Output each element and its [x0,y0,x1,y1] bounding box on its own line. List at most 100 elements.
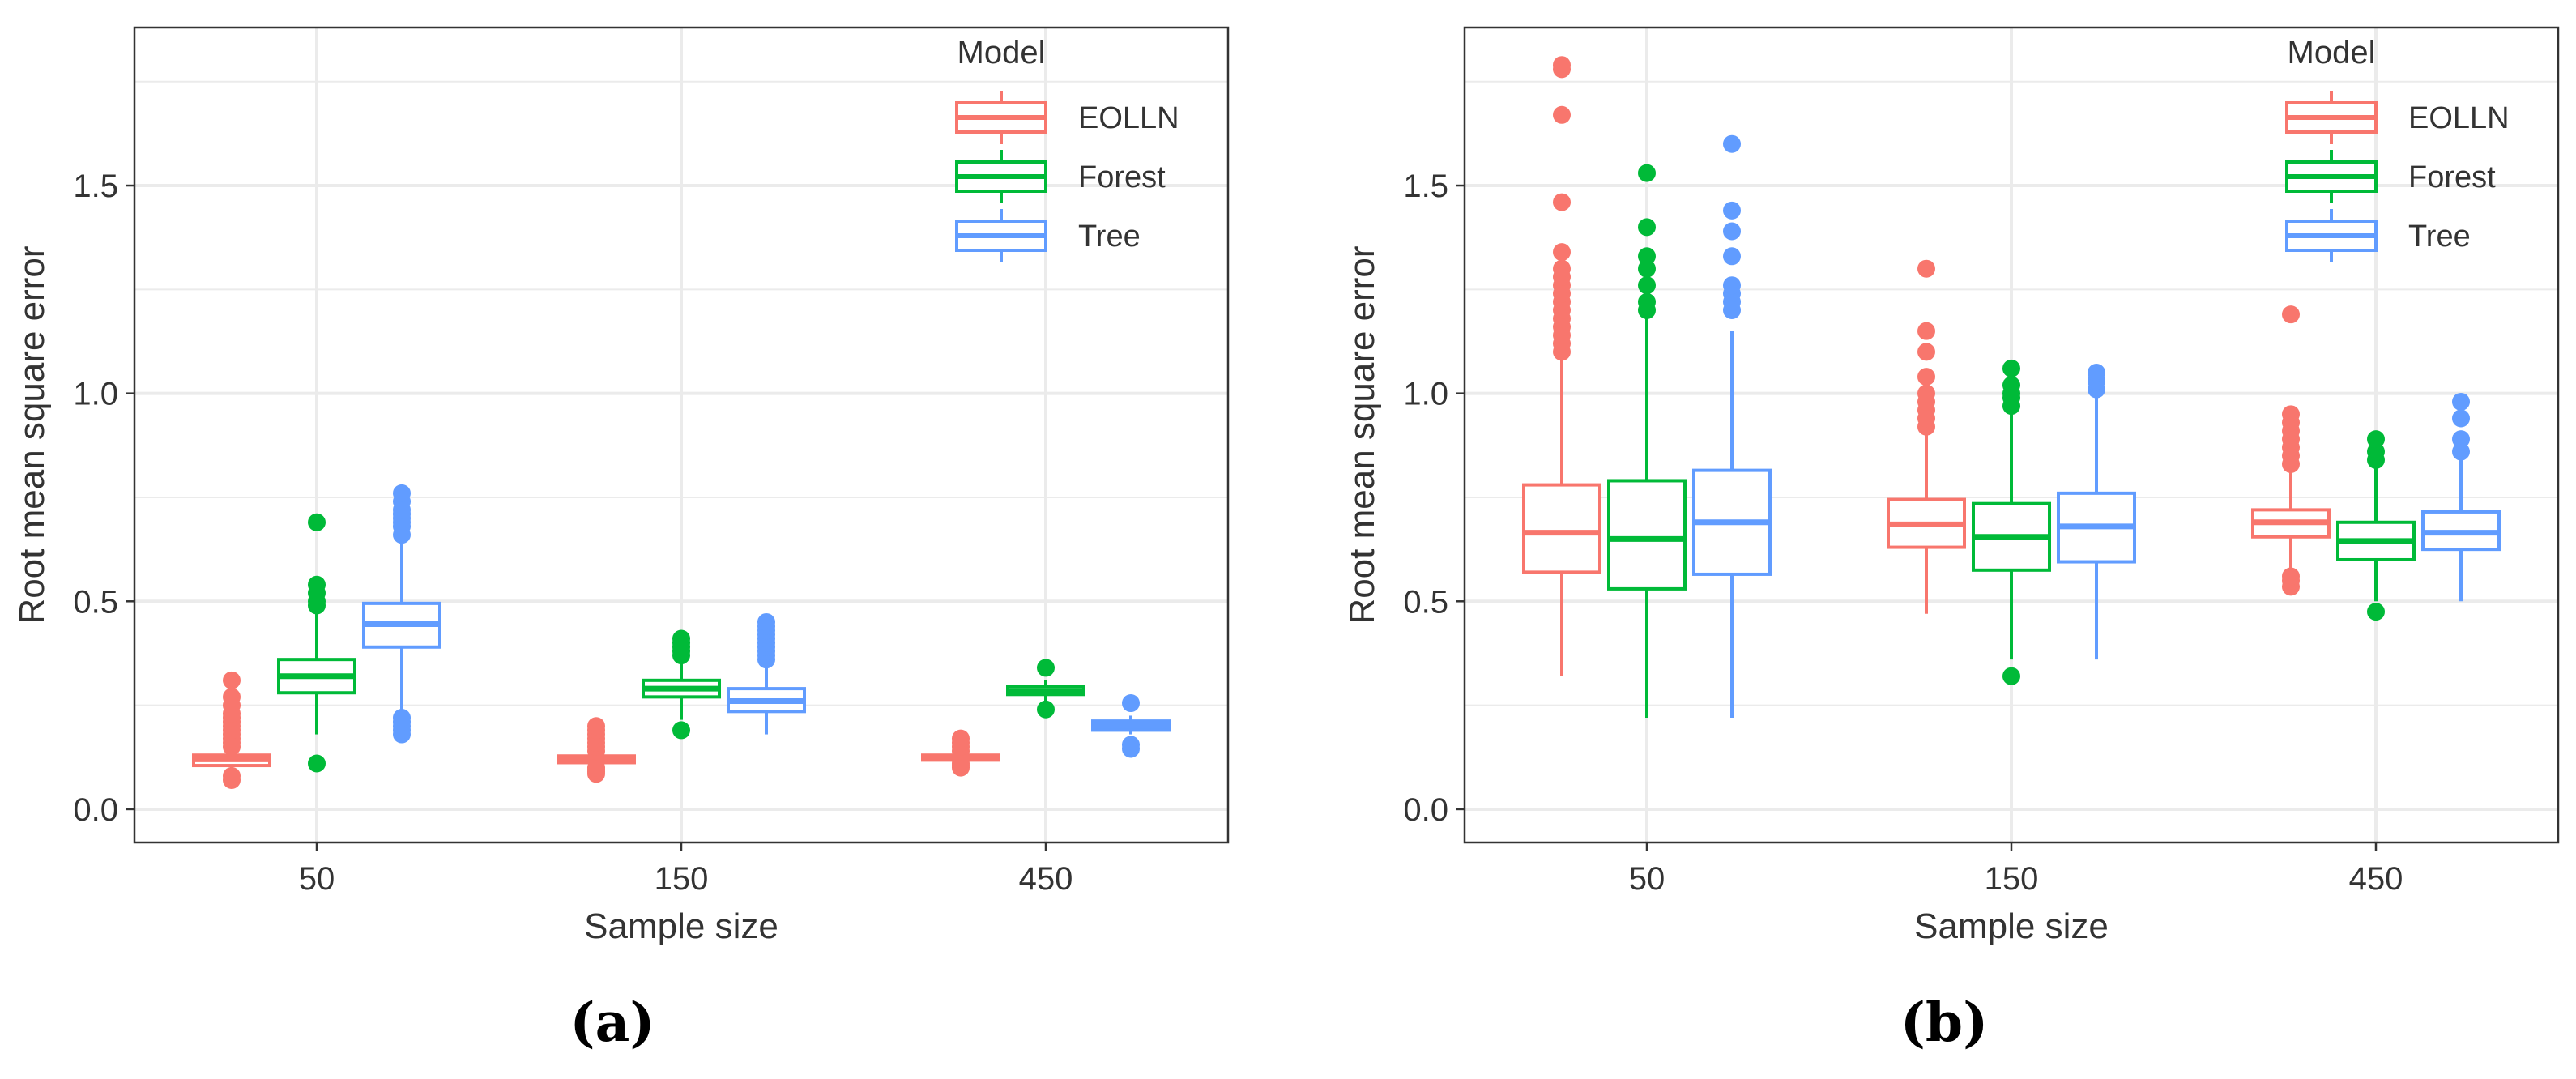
outlier-point [393,709,411,727]
outlier-point [1638,218,1656,237]
legend-key-forest [955,150,1047,203]
outlier-point [2282,405,2300,424]
outlier-point [1553,56,1571,75]
box-eolln-50 [192,671,271,790]
legend-key-tree [2285,209,2378,262]
chart-panel-b: 0.0 0.5 1.0 1.5 50 150 450 Root mean square er… [1342,26,2560,1054]
outlier-point [1122,694,1140,713]
outlier-point [223,688,241,706]
outlier-point [308,754,326,773]
outlier-point [1638,247,1656,266]
outlier-point [2452,442,2470,461]
panel-label-a: (a) [569,991,655,1054]
box-iqr [1607,479,1687,591]
panel-label-b: (b) [1900,991,1989,1054]
outlier-point [672,721,690,740]
outlier-point [2452,392,2470,411]
outlier-point [1638,259,1656,278]
legend-key-forest [2285,150,2378,203]
outlier-point [1917,322,1935,340]
box-forest-150 [1972,359,2051,685]
box-tree-450 [2421,392,2501,602]
outlier-point [1037,700,1055,719]
outlier-point [1723,276,1741,295]
x-axis-title: Sample size [584,906,778,946]
outlier-point [2002,667,2020,685]
y-tick-label: 1.5 [1403,168,1448,204]
x-tick-label: 450 [1019,861,1073,897]
outlier-point [2367,442,2385,461]
outlier-point [1553,105,1571,124]
legend-label-eolln: EOLLN [1078,101,1179,135]
y-tick-label: 0.0 [73,792,118,828]
box-forest-50 [1607,164,1687,719]
legend-label-forest: Forest [1078,160,1166,194]
outlier-point [1723,247,1741,266]
outlier-point [2282,305,2300,324]
box-forest-450 [2336,430,2416,621]
x-axis-title: Sample size [1914,906,2109,946]
x-tick-label: 50 [299,861,335,897]
box-forest-50 [277,513,356,773]
outlier-point [587,717,605,736]
outlier-point [1638,164,1656,182]
box-eolln-450 [2251,305,2331,596]
box-iqr [1522,483,1601,574]
chart-panel-a: 0.0 0.5 1.0 1.5 50 150 450 Root mean square er… [12,26,1230,1054]
outlier-point [1723,134,1741,153]
x-tick-label: 450 [2349,861,2403,897]
outlier-point [2088,364,2105,382]
outlier-point [1917,259,1935,278]
box-eolln-50 [1522,56,1601,676]
legend-label-tree: Tree [1078,220,1141,254]
axes: 0.0 0.5 1.0 1.5 50 150 450 [73,168,1073,897]
legend-key-eolln [955,91,1047,144]
legend-label-forest: Forest [2408,160,2496,194]
box-tree-150 [2057,364,2136,660]
box-tree-50 [362,484,441,744]
outlier-point [952,754,970,773]
legend-key-eolln [2285,91,2378,144]
outlier-point [2367,603,2385,621]
outlier-point [757,612,775,631]
outlier-point [393,484,411,502]
outlier-point [2002,359,2020,377]
y-tick-label: 1.5 [73,168,118,204]
box-tree-50 [1692,134,1772,719]
outlier-point [308,513,326,531]
outlier-point [1723,201,1741,220]
axes: 0.0 0.5 1.0 1.5 50 150 450 [1403,168,2403,897]
box-tree-450 [1091,694,1171,758]
outlier-point [952,729,970,748]
outlier-point [2452,430,2470,449]
y-axis-title: Root mean square error [12,245,52,624]
outlier-point [2452,409,2470,428]
outlier-point [1917,343,1935,361]
box-marks [1522,56,2501,719]
legend-title: Model [957,35,1046,70]
legend: Model EOLLN Forest Tree [955,35,1179,262]
outlier-point [1638,276,1656,295]
outlier-point [1638,292,1656,311]
legend-label-tree: Tree [2408,220,2471,254]
outlier-point [223,766,241,785]
x-tick-label: 150 [1985,861,2039,897]
x-tick-label: 150 [655,861,709,897]
box-forest-150 [642,629,721,740]
box-eolln-150 [1887,259,1966,614]
outlier-point [672,629,690,648]
outlier-point [2367,430,2385,449]
y-tick-label: 1.0 [1403,377,1448,412]
legend-key-tree [955,209,1047,262]
outlier-point [1037,659,1055,677]
outlier-point [587,758,605,777]
outlier-point [2282,567,2300,586]
y-tick-label: 1.0 [73,377,118,412]
outlier-point [223,671,241,689]
outlier-point [2002,376,2020,394]
legend: Model EOLLN Forest Tree [2285,35,2510,262]
outlier-point [1917,368,1935,386]
box-eolln-150 [557,717,636,783]
